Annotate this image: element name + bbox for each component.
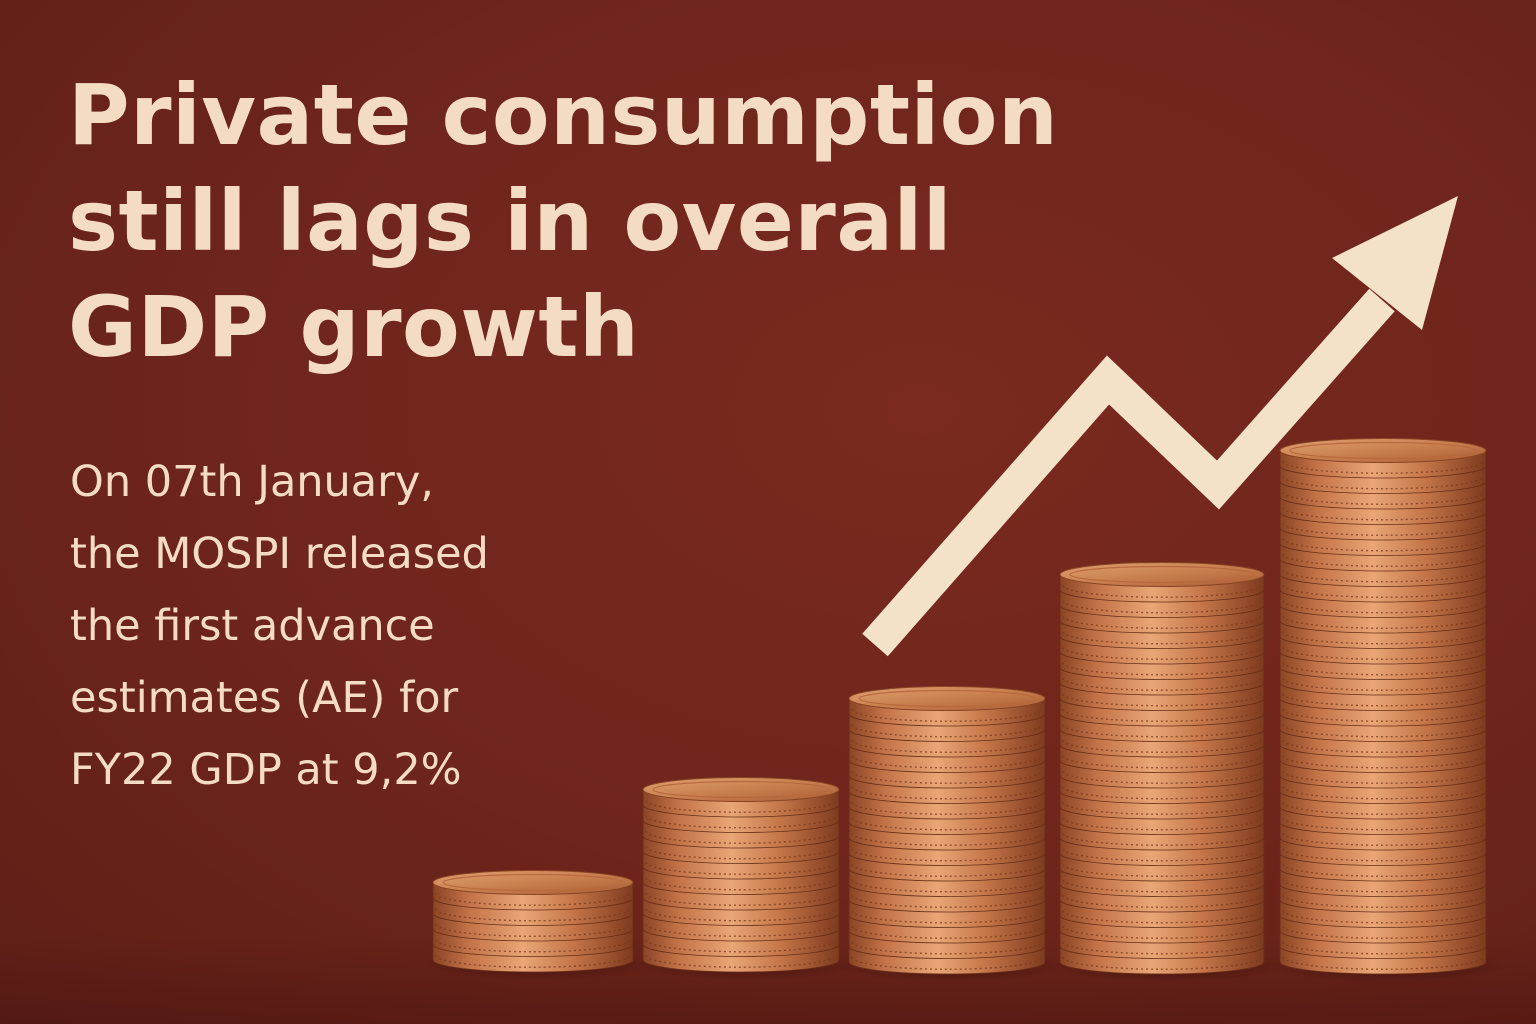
coin-stack-icon (841, 686, 1065, 982)
headline: Private consumption still lags in overal… (68, 62, 1168, 380)
body-line-1: On 07th January, (70, 457, 434, 507)
body-line-3: the first advance (70, 601, 435, 651)
coin-stack-icon (1052, 562, 1284, 982)
trend-up-arrow-icon (862, 196, 1458, 657)
headline-line-1: Private consumption (68, 66, 1059, 164)
body-line-5: FY22 GDP at 9,2% (70, 745, 462, 795)
coin-stack-icon (635, 777, 859, 980)
body-text: On 07th January, the MOSPI released the … (70, 446, 630, 806)
coin-stack-icon (1272, 438, 1506, 982)
headline-line-2: still lags in overall (68, 172, 953, 270)
coin-stack-icon (425, 870, 653, 980)
body-line-4: estimates (AE) for (70, 673, 459, 723)
headline-line-3: GDP growth (68, 278, 640, 376)
body-line-2: the MOSPI released (70, 529, 489, 579)
